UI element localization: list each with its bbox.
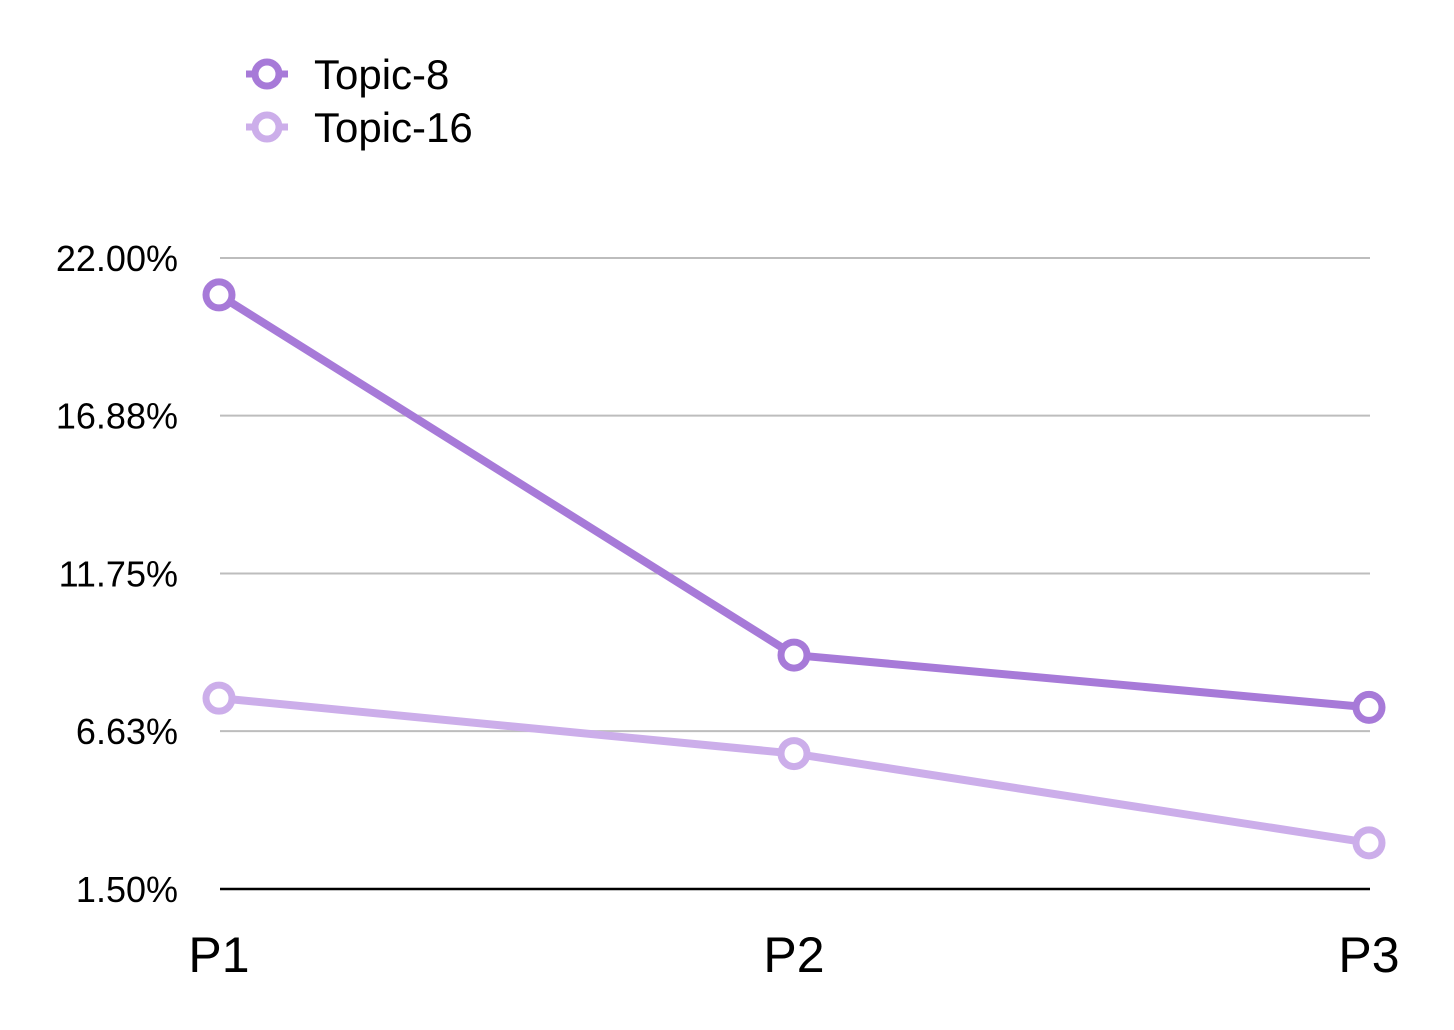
y-axis-ticks: 22.00% 16.88% 11.75% 6.63% 1.50%: [56, 238, 178, 910]
y-tick-label: 1.50%: [76, 869, 178, 910]
series-line: [215, 694, 1373, 847]
legend-item: Topic-16: [246, 104, 473, 151]
y-tick-label: 6.63%: [76, 711, 178, 752]
data-point: [777, 638, 811, 672]
x-tick-label: P1: [188, 927, 249, 983]
data-point: [1352, 826, 1386, 860]
legend: Topic-8 Topic-16: [246, 51, 473, 151]
x-tick-label: P2: [763, 927, 824, 983]
data-point: [1352, 690, 1386, 724]
series-1: [202, 681, 1386, 860]
y-tick-label: 11.75%: [59, 554, 178, 595]
legend-label: Topic-8: [314, 51, 449, 98]
series-0: [202, 278, 1386, 724]
series-group: [202, 278, 1386, 860]
x-axis-ticks: P1 P2 P3: [188, 927, 1399, 983]
y-tick-label: 22.00%: [56, 238, 178, 279]
legend-marker-swatch: [251, 111, 283, 143]
data-point: [202, 278, 236, 312]
y-tick-label: 16.88%: [56, 396, 178, 437]
data-point: [777, 737, 811, 771]
legend-item: Topic-8: [246, 51, 449, 98]
data-point: [202, 681, 236, 715]
x-tick-label: P3: [1338, 927, 1399, 983]
legend-label: Topic-16: [314, 104, 473, 151]
grid-lines: [220, 257, 1370, 891]
legend-marker-swatch: [251, 58, 283, 90]
